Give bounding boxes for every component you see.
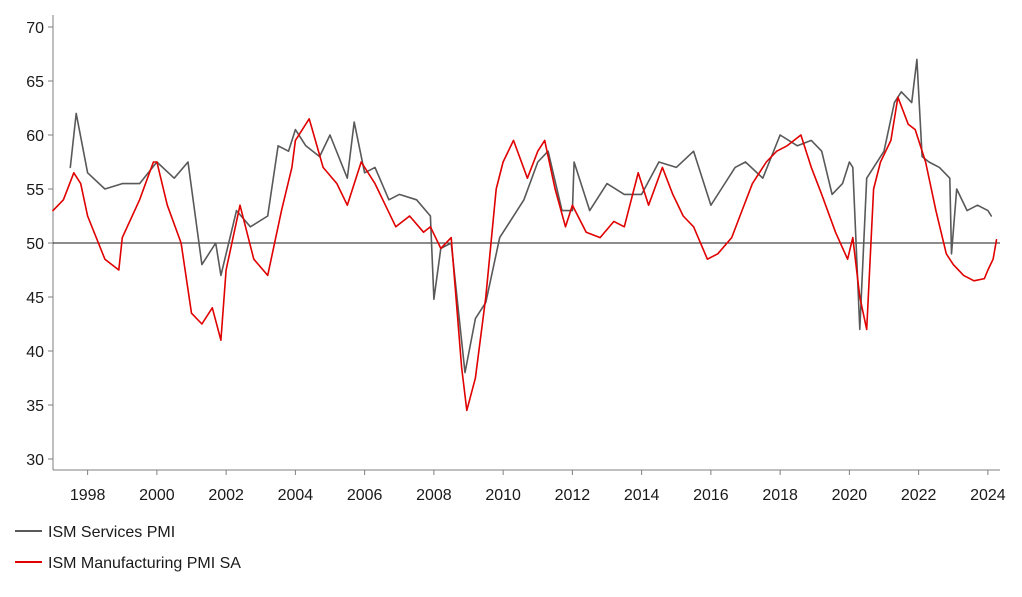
x-tick-label: 2002 <box>208 487 244 504</box>
x-tick-label: 2024 <box>970 487 1006 504</box>
legend: ISM Services PMI ISM Manufacturing PMI S… <box>15 524 241 572</box>
x-tick-label: 2020 <box>832 487 868 504</box>
x-tick-label: 2004 <box>278 487 314 504</box>
y-tick-label: 30 <box>26 452 44 469</box>
legend-label-manufacturing: ISM Manufacturing PMI SA <box>48 555 241 572</box>
y-tick-label: 45 <box>26 290 44 307</box>
legend-item-services: ISM Services PMI <box>15 524 175 541</box>
series-group <box>52 58 998 412</box>
y-tick-label: 50 <box>26 236 44 253</box>
y-tick-label: 55 <box>26 182 44 199</box>
x-tick-label: 2022 <box>901 487 937 504</box>
x-tick-label: 1998 <box>70 487 106 504</box>
y-tick-label: 60 <box>26 128 44 145</box>
x-tick-label: 2010 <box>485 487 521 504</box>
y-tick-label: 65 <box>26 74 44 91</box>
x-axis-ticks: 1998 2000 2002 2004 2006 2008 2010 2012 2014 2016… <box>70 470 1006 504</box>
x-tick-label: 2006 <box>347 487 383 504</box>
y-axis-ticks: 30 35 40 45 50 55 60 65 70 <box>26 20 53 469</box>
y-tick-label: 35 <box>26 398 44 415</box>
x-tick-label: 2000 <box>139 487 175 504</box>
x-tick-label: 2008 <box>416 487 452 504</box>
x-tick-label: 2016 <box>693 487 729 504</box>
legend-label-services: ISM Services PMI <box>48 524 175 541</box>
x-tick-label: 2012 <box>555 487 591 504</box>
y-tick-label: 40 <box>26 344 44 361</box>
x-tick-label: 2014 <box>624 487 660 504</box>
x-tick-label: 2018 <box>762 487 798 504</box>
y-tick-label: 70 <box>26 20 44 37</box>
series-line-manufacturing <box>52 96 998 412</box>
series-line-services <box>69 58 993 374</box>
legend-item-manufacturing: ISM Manufacturing PMI SA <box>15 555 241 572</box>
plot-area: 30 35 40 45 50 55 60 65 70 1998 2000 2002 2004 2006 2… <box>26 15 1006 504</box>
